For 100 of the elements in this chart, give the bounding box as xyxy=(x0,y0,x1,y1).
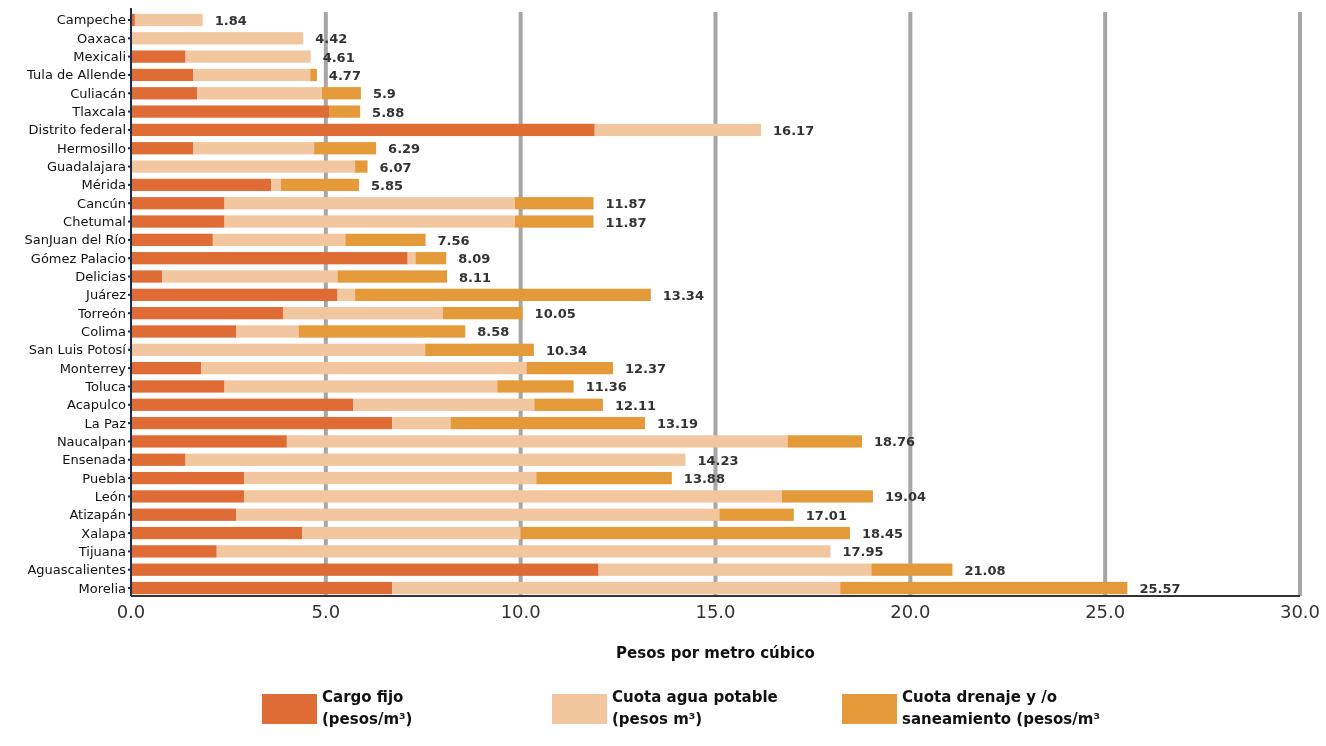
bar xyxy=(244,471,537,485)
bar xyxy=(131,288,338,301)
total-label: 6.29 xyxy=(388,141,421,157)
total-label: 14.23 xyxy=(697,452,739,468)
y-tick-label: Juárez xyxy=(85,287,127,303)
total-label: 19.04 xyxy=(884,489,927,505)
bar xyxy=(131,32,304,45)
total-label: 8.58 xyxy=(477,324,510,340)
bar xyxy=(298,325,466,338)
total-label: 6.07 xyxy=(379,159,412,175)
bar xyxy=(131,471,244,485)
y-tick-label: Distrito federal xyxy=(28,122,126,138)
y-tick-label: Hermosillo xyxy=(56,140,127,156)
bar xyxy=(134,13,203,27)
bar xyxy=(781,490,873,503)
bar xyxy=(212,233,346,246)
bar xyxy=(224,380,498,393)
bar xyxy=(224,197,515,210)
bar xyxy=(337,270,448,283)
bar xyxy=(131,142,194,155)
bar xyxy=(286,435,788,448)
bar xyxy=(131,160,356,173)
total-label: 4.42 xyxy=(315,31,348,47)
total-label: 5.85 xyxy=(370,177,404,193)
total-label: 13.34 xyxy=(662,287,704,303)
bar xyxy=(131,380,225,393)
total-label: 4.61 xyxy=(322,49,355,65)
total-label: 17.95 xyxy=(842,544,884,560)
bar xyxy=(236,325,299,338)
bar xyxy=(598,563,872,576)
bar xyxy=(193,68,311,82)
bar xyxy=(355,160,368,173)
bar xyxy=(131,233,213,246)
bar xyxy=(131,325,237,338)
y-tick-label: Acapulco xyxy=(67,397,127,413)
total-label: 12.37 xyxy=(625,361,667,377)
bar xyxy=(131,123,595,137)
bar xyxy=(719,508,794,521)
bar xyxy=(131,398,354,411)
bar xyxy=(131,545,217,558)
x-tick-label: 20.0 xyxy=(890,601,931,622)
y-tick-label: Colima xyxy=(81,323,126,339)
bar xyxy=(271,178,282,192)
total-label: 18.76 xyxy=(874,434,916,450)
total-label: 25.57 xyxy=(1139,581,1181,597)
bar xyxy=(282,307,443,320)
bar xyxy=(520,526,850,540)
bar xyxy=(310,68,317,82)
bar xyxy=(197,87,322,100)
bar xyxy=(131,105,330,118)
x-tick-label: 15.0 xyxy=(695,601,736,622)
total-label: 16.17 xyxy=(773,122,815,138)
total-label: 11.36 xyxy=(585,379,627,395)
bar xyxy=(450,416,645,430)
bar xyxy=(131,215,225,228)
x-tick-label: 10.0 xyxy=(500,601,541,622)
legend-label: Cuota drenaje y /o saneamiento (pesos/m³ xyxy=(902,688,1100,728)
bar xyxy=(224,215,515,228)
bar xyxy=(201,362,527,375)
legend-label: Cuota agua potable (pesos m³) xyxy=(612,688,778,728)
bar xyxy=(392,416,451,430)
bar xyxy=(321,87,361,100)
y-tick-label: Chetumal xyxy=(63,214,126,230)
y-tick-label: La Paz xyxy=(84,415,127,431)
bar xyxy=(131,68,194,82)
y-tick-label: Cancún xyxy=(77,195,126,211)
bar xyxy=(131,270,163,283)
bar xyxy=(355,288,651,301)
y-tick-label: Tijuana xyxy=(77,543,126,559)
bar xyxy=(425,343,534,356)
bar xyxy=(244,490,782,503)
y-tick-label: Tula de Allende xyxy=(26,67,126,83)
total-label: 8.09 xyxy=(458,251,491,267)
y-tick-label: León xyxy=(94,488,126,504)
y-tick-label: SanJuan del Río xyxy=(24,232,127,248)
total-label: 13.88 xyxy=(683,471,725,487)
total-label: 11.87 xyxy=(605,196,647,212)
y-tick-label: Xalapa xyxy=(81,525,126,541)
bar xyxy=(131,416,393,430)
bar xyxy=(497,380,574,393)
total-label: 7.56 xyxy=(437,232,470,248)
bar xyxy=(131,362,202,375)
bar xyxy=(131,252,408,265)
bar xyxy=(162,270,338,283)
bar xyxy=(131,87,198,100)
total-label: 10.34 xyxy=(545,342,588,358)
bar xyxy=(353,398,535,411)
x-tick-label: 5.0 xyxy=(311,601,341,622)
total-label: 10.05 xyxy=(534,306,576,322)
bar xyxy=(871,563,953,576)
y-tick-label: Mexicali xyxy=(73,49,126,65)
bar xyxy=(337,288,356,301)
bar xyxy=(131,435,287,448)
bar xyxy=(216,545,831,558)
bar xyxy=(131,50,186,63)
x-tick-label: 30.0 xyxy=(1279,601,1321,622)
bar xyxy=(131,178,272,192)
legend-label: Cargo fijo (pesos/m³) xyxy=(322,688,413,728)
total-label: 4.77 xyxy=(328,67,361,83)
bar xyxy=(345,233,426,246)
